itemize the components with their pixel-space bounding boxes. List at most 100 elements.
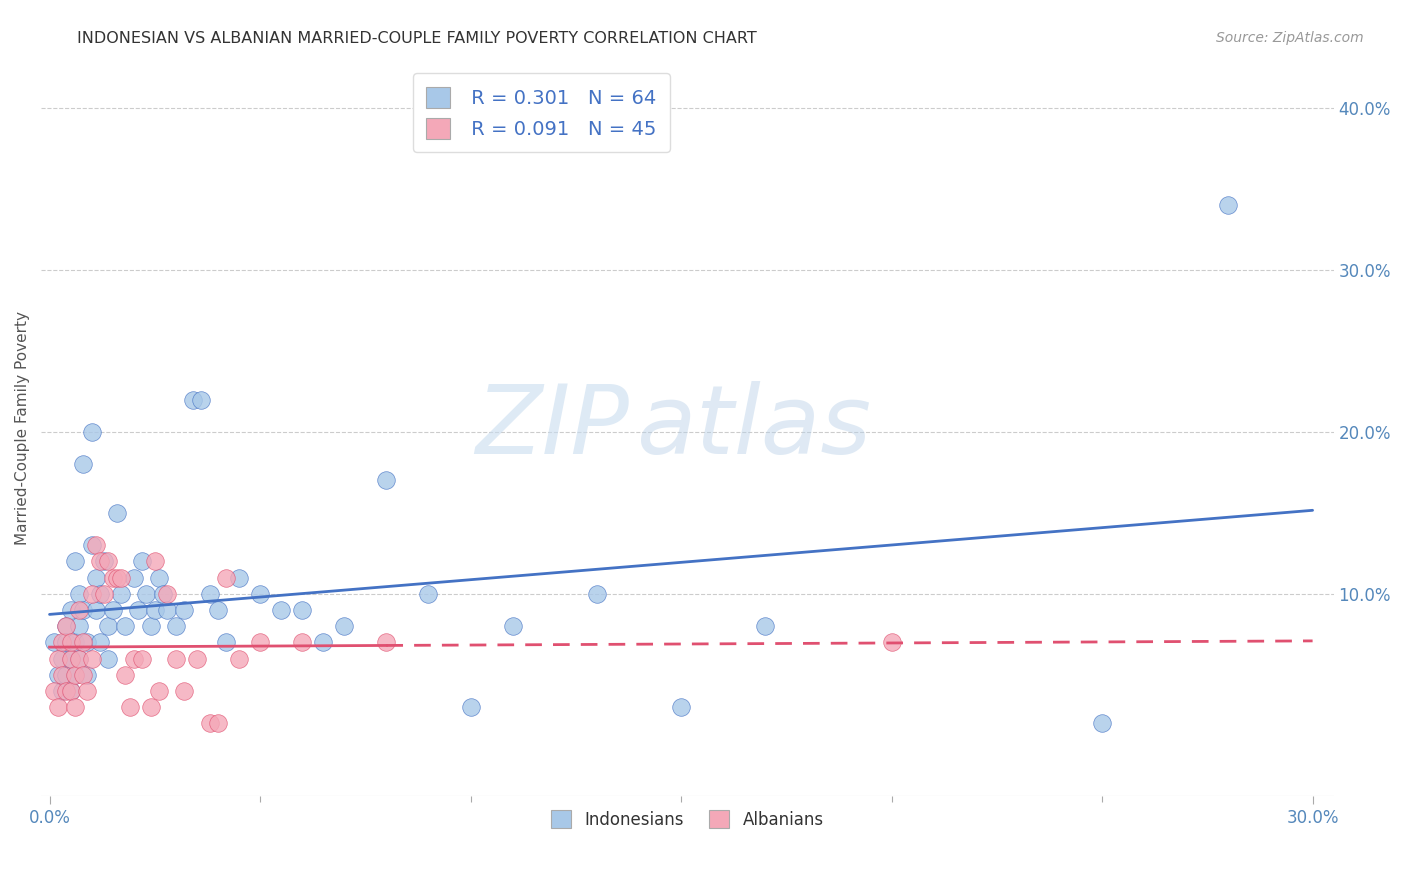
- Point: [228, 571, 250, 585]
- Point: [291, 635, 314, 649]
- Point: [84, 571, 107, 585]
- Point: [460, 700, 482, 714]
- Point: [333, 619, 356, 633]
- Point: [165, 651, 187, 665]
- Point: [880, 635, 903, 649]
- Point: [97, 619, 120, 633]
- Point: [93, 554, 115, 568]
- Point: [127, 603, 149, 617]
- Point: [80, 538, 103, 552]
- Point: [139, 619, 162, 633]
- Point: [586, 587, 609, 601]
- Legend: Indonesians, Albanians: Indonesians, Albanians: [544, 804, 830, 836]
- Point: [118, 700, 141, 714]
- Point: [270, 603, 292, 617]
- Point: [1218, 198, 1240, 212]
- Point: [46, 651, 69, 665]
- Point: [156, 587, 179, 601]
- Point: [105, 506, 128, 520]
- Point: [110, 571, 132, 585]
- Point: [131, 651, 153, 665]
- Point: [198, 716, 221, 731]
- Point: [67, 619, 90, 633]
- Point: [72, 603, 94, 617]
- Point: [89, 554, 111, 568]
- Point: [105, 571, 128, 585]
- Point: [249, 635, 271, 649]
- Point: [114, 619, 136, 633]
- Point: [207, 603, 229, 617]
- Text: INDONESIAN VS ALBANIAN MARRIED-COUPLE FAMILY POVERTY CORRELATION CHART: INDONESIAN VS ALBANIAN MARRIED-COUPLE FA…: [77, 31, 756, 46]
- Point: [63, 667, 86, 681]
- Point: [59, 635, 82, 649]
- Point: [67, 587, 90, 601]
- Point: [502, 619, 524, 633]
- Point: [76, 667, 98, 681]
- Point: [156, 603, 179, 617]
- Point: [148, 684, 170, 698]
- Point: [139, 700, 162, 714]
- Point: [89, 635, 111, 649]
- Point: [76, 684, 98, 698]
- Text: atlas: atlas: [636, 382, 870, 475]
- Text: ZIP: ZIP: [475, 382, 630, 475]
- Point: [165, 619, 187, 633]
- Point: [186, 651, 208, 665]
- Point: [97, 651, 120, 665]
- Point: [46, 667, 69, 681]
- Point: [63, 700, 86, 714]
- Point: [55, 619, 77, 633]
- Point: [114, 667, 136, 681]
- Point: [375, 474, 398, 488]
- Point: [55, 684, 77, 698]
- Point: [375, 635, 398, 649]
- Point: [46, 700, 69, 714]
- Point: [148, 571, 170, 585]
- Point: [67, 651, 90, 665]
- Point: [51, 684, 73, 698]
- Point: [42, 635, 65, 649]
- Point: [51, 667, 73, 681]
- Point: [190, 392, 212, 407]
- Point: [1091, 716, 1114, 731]
- Point: [418, 587, 440, 601]
- Point: [55, 667, 77, 681]
- Point: [80, 425, 103, 439]
- Point: [84, 603, 107, 617]
- Point: [72, 667, 94, 681]
- Point: [51, 651, 73, 665]
- Point: [198, 587, 221, 601]
- Point: [72, 457, 94, 471]
- Point: [122, 651, 145, 665]
- Point: [143, 603, 166, 617]
- Point: [215, 571, 238, 585]
- Point: [215, 635, 238, 649]
- Point: [101, 603, 124, 617]
- Point: [291, 603, 314, 617]
- Point: [131, 554, 153, 568]
- Point: [55, 619, 77, 633]
- Point: [173, 684, 195, 698]
- Point: [80, 587, 103, 601]
- Point: [181, 392, 204, 407]
- Point: [228, 651, 250, 665]
- Point: [72, 635, 94, 649]
- Y-axis label: Married-Couple Family Poverty: Married-Couple Family Poverty: [15, 310, 30, 545]
- Point: [110, 587, 132, 601]
- Point: [59, 603, 82, 617]
- Point: [143, 554, 166, 568]
- Point: [89, 587, 111, 601]
- Point: [84, 538, 107, 552]
- Point: [152, 587, 174, 601]
- Point: [59, 684, 82, 698]
- Point: [67, 651, 90, 665]
- Point: [55, 635, 77, 649]
- Point: [63, 554, 86, 568]
- Point: [63, 635, 86, 649]
- Point: [42, 684, 65, 698]
- Point: [312, 635, 335, 649]
- Point: [249, 587, 271, 601]
- Point: [80, 651, 103, 665]
- Point: [669, 700, 692, 714]
- Point: [97, 554, 120, 568]
